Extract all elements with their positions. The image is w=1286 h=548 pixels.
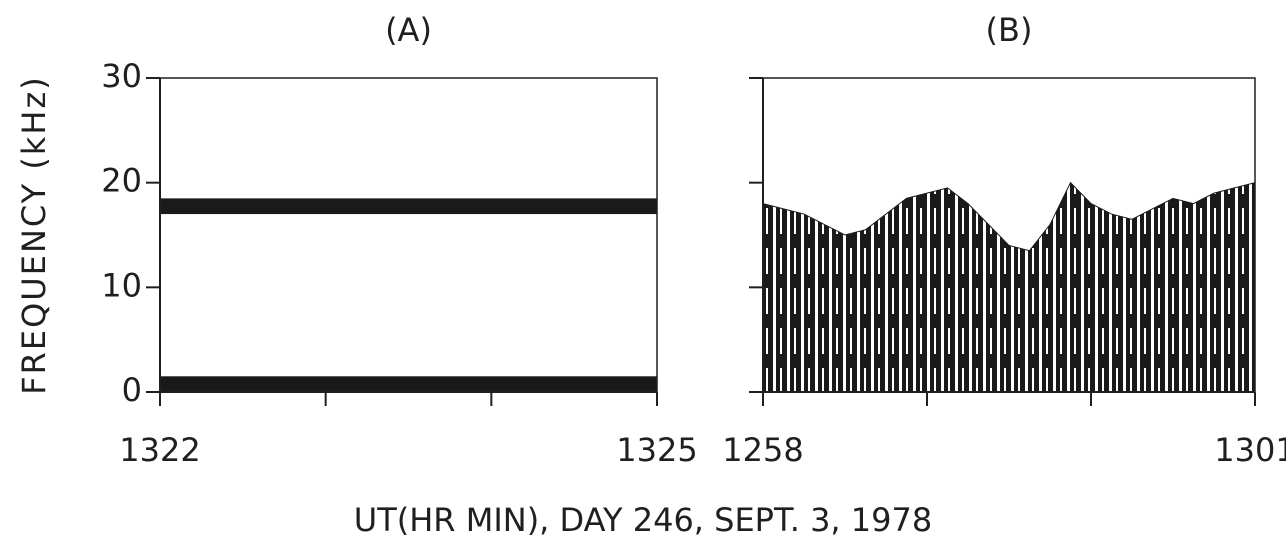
x-tick-label: 1322 [119,431,200,469]
y-tick-label: 30 [101,57,142,95]
panel-title: (A) [385,11,432,49]
panel-title: (B) [986,11,1033,49]
x-tick-label: 1325 [616,431,697,469]
x-axis-label: UT(HR MIN), DAY 246, SEPT. 3, 1978 [354,501,932,539]
y-tick-label: 0 [122,371,142,409]
activity-area [762,181,1256,393]
x-tick-label: 1258 [722,431,803,469]
plot-frame [159,77,658,393]
x-tick-label: 1301 [1214,431,1286,469]
band [160,376,657,392]
y-tick-label: 10 [101,266,142,304]
y-axis-label: FREQUENCY (kHz) [15,75,53,394]
y-tick-label: 20 [101,162,142,200]
band [160,198,657,215]
